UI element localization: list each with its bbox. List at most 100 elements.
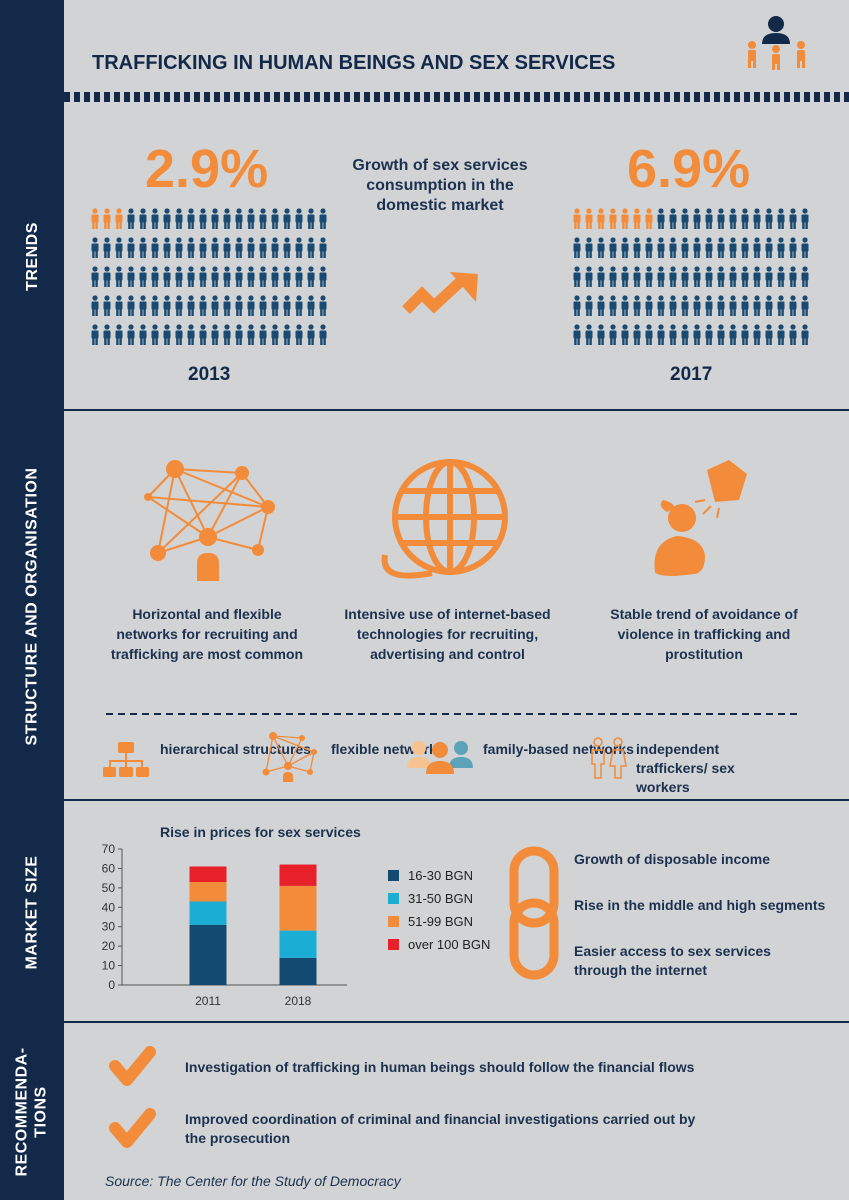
person-icon [777,295,785,316]
person-icon [115,295,123,316]
person-icon [585,295,593,316]
person-icon [151,266,159,287]
person-icon [271,324,279,345]
person-icon [127,295,135,316]
person-icon [199,237,207,258]
person-icon [163,237,171,258]
legend-label: 51-99 BGN [408,914,474,929]
person-icon [609,295,617,316]
person-icon [693,266,701,287]
person-icon [621,237,629,258]
person-icon [283,208,291,229]
person-icon [259,237,267,258]
person-icon [753,208,761,229]
trend-2017-percent: 6.9% [627,139,751,199]
person-icon [103,237,111,258]
legend-entry: 16-30 BGN [388,864,490,887]
person-icon [139,324,147,345]
person-icon [283,324,291,345]
person-icon [307,295,315,316]
bar-segment [279,885,317,931]
person-icon [597,208,605,229]
person-icon [657,324,665,345]
person-icon [211,208,219,229]
person-icon [103,324,111,345]
network-small-icon [262,732,317,782]
person-icon [741,324,749,345]
person-icon [115,237,123,258]
y-tick-label: 10 [102,959,116,973]
section-divider [64,799,849,801]
person-icon [777,266,785,287]
legend-label: over 100 BGN [408,937,491,952]
person-icon [681,208,689,229]
person-icon [789,324,797,345]
person-icon [295,266,303,287]
person-icon [175,237,183,258]
person-icon [103,266,111,287]
y-tick-label: 40 [102,900,116,914]
person-icon [657,266,665,287]
person-icon [753,295,761,316]
person-icon [187,208,195,229]
person-icon [187,266,195,287]
person-icon [597,295,605,316]
person-icon [151,237,159,258]
person-icon [127,266,135,287]
person-icon [295,295,303,316]
person-icon [609,237,617,258]
source-note: Source: The Center for the Study of Demo… [105,1173,401,1189]
person-icon [681,266,689,287]
market-factor-1: Growth of disposable income [574,851,771,867]
person-icon [319,208,327,229]
person-icon [307,237,315,258]
bar-segment [189,901,227,925]
person-icon [573,324,581,345]
person-icon [151,324,159,345]
person-icon [633,266,641,287]
person-icon [187,237,195,258]
section-label-recommendations: RECOMMENDA- TIONS [14,1047,51,1177]
person-icon [801,208,809,229]
person-icon [319,266,327,287]
trend-description: Growth of sex services consumption in th… [352,157,528,214]
person-icon [585,208,593,229]
person-icon [271,295,279,316]
person-icon [163,266,171,287]
person-icon [259,295,267,316]
recommendation-1: Investigation of trafficking in human be… [185,1059,695,1075]
person-icon [633,295,641,316]
person-icon [753,324,761,345]
person-icon [657,208,665,229]
person-icon [163,295,171,316]
person-icon [681,295,689,316]
people-grid-2017 [573,208,809,345]
page-title: TRAFFICKING IN HUMAN BEINGS AND SEX SERV… [92,52,616,74]
person-icon [729,266,737,287]
person-icon [753,237,761,258]
check-icon [109,1108,156,1148]
people-icon [748,16,805,70]
person-icon [765,295,773,316]
people-grid-2013 [91,208,327,345]
person-icon [753,266,761,287]
person-icon [187,295,195,316]
legend-label: 31-50 BGN [408,891,474,906]
person-icon [199,208,207,229]
person-icon [669,324,677,345]
person-icon [657,295,665,316]
person-icon [283,295,291,316]
person-icon [669,295,677,316]
person-icon [789,237,797,258]
person-icon [259,324,267,345]
check-icon [109,1046,156,1086]
person-icon [669,266,677,287]
person-icon [319,324,327,345]
person-icon [669,237,677,258]
person-icon [295,237,303,258]
person-icon [151,295,159,316]
family-icon [407,741,473,774]
y-tick-label: 50 [102,881,116,895]
person-icon [271,208,279,229]
person-icon [235,266,243,287]
